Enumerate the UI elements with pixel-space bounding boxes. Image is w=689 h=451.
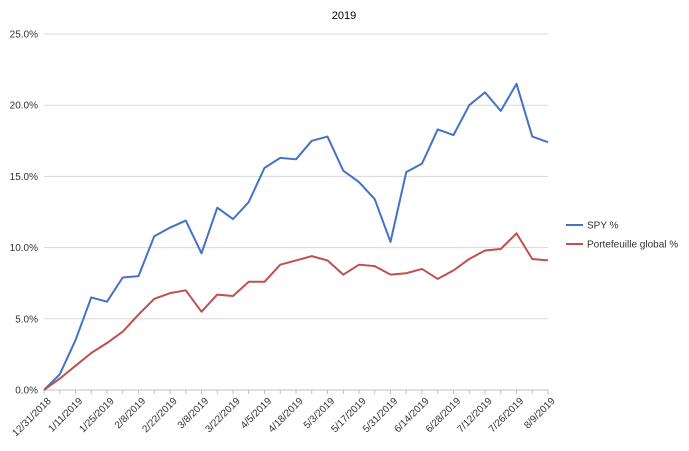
legend: SPY % Portefeuille global % [566,221,678,251]
y-tick-label: 15.0% [10,172,38,183]
legend-label: SPY % [587,221,619,232]
y-tick-label: 20.0% [10,101,38,112]
series-lines [43,82,549,391]
series-line-1 [43,232,549,391]
series-line-0 [43,82,549,391]
y-tick-label: 10.0% [10,243,38,254]
legend-label: Portefeuille global % [587,240,678,251]
y-tick-label: 0.0% [15,386,38,397]
y-tick-label: 5.0% [15,314,38,325]
chart-title: 2019 [332,10,356,22]
y-tick-label: 25.0% [10,30,38,41]
